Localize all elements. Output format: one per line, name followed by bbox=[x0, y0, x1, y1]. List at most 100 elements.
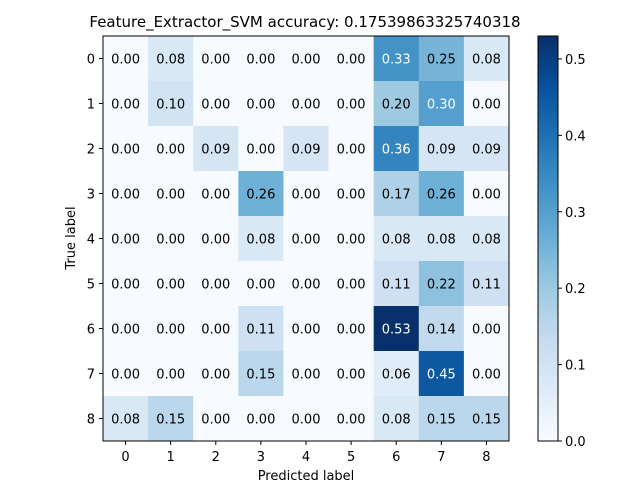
cell-value-label: 0.15 bbox=[427, 413, 456, 428]
cell-value-label: 0.15 bbox=[156, 413, 185, 428]
cell-value-label: 0.00 bbox=[246, 413, 275, 428]
cell-value-label: 0.00 bbox=[111, 98, 140, 113]
cell-value-label: 0.00 bbox=[472, 98, 501, 113]
heatmap-cell bbox=[283, 396, 330, 442]
heatmap-cell bbox=[193, 36, 239, 82]
heatmap-cell bbox=[328, 126, 375, 172]
cell-value-label: 0.00 bbox=[337, 323, 366, 338]
heatmap-cell bbox=[328, 81, 375, 127]
y-tick-label: 5 bbox=[87, 278, 95, 293]
heatmap-cell bbox=[148, 351, 194, 397]
heatmap-cell bbox=[193, 81, 239, 127]
heatmap-cell bbox=[328, 351, 375, 397]
heatmap-cell bbox=[103, 171, 149, 217]
heatmap-cell bbox=[463, 261, 510, 307]
y-axis-ticks: 0 1 2 3 4 5 6 7 8 bbox=[87, 53, 103, 428]
heatmap-cell bbox=[418, 396, 465, 442]
heatmap-cell bbox=[103, 216, 149, 262]
cell-value-label: 0.00 bbox=[111, 323, 140, 338]
heatmap-cell bbox=[373, 306, 420, 352]
heatmap-cell bbox=[328, 216, 375, 262]
heatmap-cell bbox=[418, 126, 465, 172]
heatmap-cell bbox=[373, 126, 420, 172]
colorbar-tick-label: 0.0 bbox=[565, 435, 586, 450]
cell-value-label: 0.08 bbox=[111, 413, 140, 428]
cell-value-label: 0.00 bbox=[156, 233, 185, 248]
heatmap-cell bbox=[373, 81, 420, 127]
heatmap-cell bbox=[193, 261, 239, 307]
y-tick-label: 6 bbox=[87, 323, 95, 338]
heatmap-cell bbox=[328, 36, 375, 82]
x-tick-label: 7 bbox=[437, 450, 445, 465]
cell-value-label: 0.00 bbox=[472, 188, 501, 203]
x-tick-label: 2 bbox=[212, 450, 220, 465]
heatmap-cell bbox=[328, 261, 375, 307]
cell-value-label: 0.09 bbox=[292, 143, 321, 158]
cell-value-label: 0.00 bbox=[111, 233, 140, 248]
y-tick-label: 4 bbox=[87, 233, 95, 248]
heatmap-cell bbox=[148, 126, 194, 172]
cell-value-label: 0.00 bbox=[337, 188, 366, 203]
colorbar-tick-label: 0.4 bbox=[565, 129, 586, 144]
cell-value-label: 0.00 bbox=[246, 143, 275, 158]
cell-value-label: 0.36 bbox=[382, 143, 411, 158]
cell-value-label: 0.00 bbox=[337, 413, 366, 428]
heatmap-cell bbox=[148, 261, 194, 307]
colorbar-tick-label: 0.5 bbox=[565, 53, 586, 68]
x-tick-label: 1 bbox=[167, 450, 175, 465]
heatmap-cell bbox=[463, 306, 510, 352]
heatmap-cell bbox=[283, 36, 330, 82]
cell-value-label: 0.10 bbox=[156, 98, 185, 113]
heatmap-cell bbox=[103, 126, 149, 172]
cell-value-label: 0.08 bbox=[472, 53, 501, 68]
heatmap-cell bbox=[418, 261, 465, 307]
cell-value-label: 0.11 bbox=[472, 278, 501, 293]
y-tick-label: 2 bbox=[87, 143, 95, 158]
heatmap-cell bbox=[283, 351, 330, 397]
cell-value-label: 0.00 bbox=[292, 98, 321, 113]
heatmap-cell bbox=[148, 396, 194, 442]
cell-value-label: 0.00 bbox=[472, 323, 501, 338]
cell-value-label: 0.00 bbox=[292, 233, 321, 248]
cell-value-label: 0.08 bbox=[156, 53, 185, 68]
cell-value-label: 0.08 bbox=[382, 233, 411, 248]
cell-value-label: 0.00 bbox=[337, 143, 366, 158]
heatmap-cell bbox=[463, 36, 510, 82]
cell-value-label: 0.00 bbox=[292, 368, 321, 383]
heatmap-cell bbox=[418, 306, 465, 352]
heatmap-cell bbox=[238, 396, 284, 442]
heatmap-cell bbox=[238, 351, 284, 397]
heatmap-cell bbox=[328, 396, 375, 442]
heatmap-cell bbox=[238, 261, 284, 307]
cell-value-label: 0.00 bbox=[201, 278, 230, 293]
x-tick-label: 6 bbox=[392, 450, 400, 465]
heatmap-cell bbox=[148, 306, 194, 352]
cell-value-label: 0.00 bbox=[111, 278, 140, 293]
cell-value-label: 0.00 bbox=[337, 278, 366, 293]
colorbar-ticks: 0.0 0.1 0.2 0.3 0.4 0.5 bbox=[558, 53, 586, 450]
cell-value-label: 0.15 bbox=[246, 368, 275, 383]
heatmap-cell bbox=[373, 216, 420, 262]
heatmap-cell bbox=[238, 171, 284, 217]
cell-value-label: 0.11 bbox=[382, 278, 411, 293]
heatmap-cell bbox=[463, 171, 510, 217]
heatmap-cell bbox=[238, 216, 284, 262]
heatmap-cell bbox=[418, 171, 465, 217]
heatmap-cell bbox=[193, 396, 239, 442]
heatmap-cell bbox=[328, 306, 375, 352]
cell-value-label: 0.09 bbox=[201, 143, 230, 158]
colorbar-tick-label: 0.2 bbox=[565, 282, 586, 297]
heatmap-cell bbox=[238, 306, 284, 352]
cell-value-label: 0.53 bbox=[382, 323, 411, 338]
x-tick-label: 3 bbox=[257, 450, 265, 465]
cell-value-label: 0.20 bbox=[382, 98, 411, 113]
cell-value-label: 0.45 bbox=[427, 368, 456, 383]
heatmap-cell bbox=[148, 36, 194, 82]
cell-value-label: 0.00 bbox=[201, 233, 230, 248]
y-tick-label: 1 bbox=[87, 98, 95, 113]
y-tick-label: 3 bbox=[87, 188, 95, 203]
cell-value-label: 0.00 bbox=[201, 323, 230, 338]
cell-value-label: 0.08 bbox=[472, 233, 501, 248]
cell-value-label: 0.00 bbox=[201, 368, 230, 383]
heatmap-cell bbox=[373, 36, 420, 82]
